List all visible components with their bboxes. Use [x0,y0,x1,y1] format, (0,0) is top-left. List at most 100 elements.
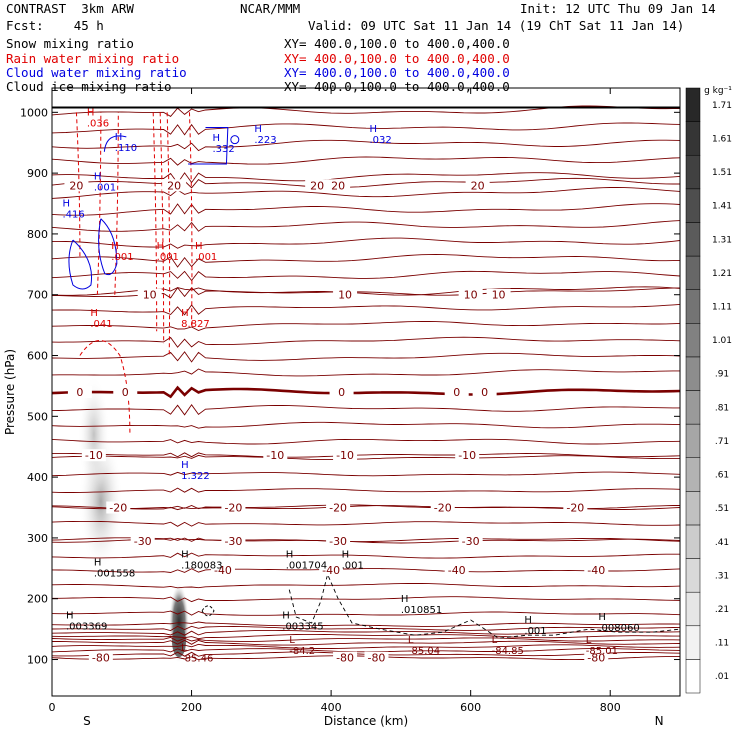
extrema-value: .008060 [598,623,639,634]
isotherm-label: -20 [109,502,127,515]
extrema-value: .003369 [66,621,107,632]
colorbar-label: .21 [715,605,729,615]
extrema-value: .180083 [181,560,222,571]
extrema-value: .036 [87,118,109,129]
isotherm-label-bg [67,386,92,398]
extrema-value: .001704 [286,560,327,571]
isotherm-line [52,203,680,216]
field-ice-xy: XY= 400.0,100.0 to 400.0,400.0 [284,79,510,94]
isotherm-label-bg [486,288,511,301]
colorbar-label: 1.41 [712,202,732,212]
extrema-value: .332 [212,144,234,155]
extrema-value: -85.04 [408,646,440,657]
extrema-value: .223 [254,135,276,146]
colorbar-label: 1.21 [712,269,732,279]
isotherm-line [52,520,680,527]
isotherm-label: 20 [310,179,324,192]
colorbar-cell [685,222,701,257]
colorbar-unit: g kg⁻¹ [704,86,732,96]
isotherm-line [52,538,680,544]
y-tick-label: 1000 [20,106,48,119]
colorbar-cell [685,591,701,627]
extrema-value: -85.01 [586,646,618,657]
rain-contour [188,112,193,326]
field-rain-name: Rain water mixing ratio [6,51,180,66]
snow-shading [77,374,189,664]
isotherm-line [52,610,680,616]
plot-frame [51,87,681,697]
extrema-marker: H [282,610,290,621]
colorbar-cell [685,356,701,391]
isotherm-line [52,270,680,282]
extrema-value: .032 [369,135,391,146]
isotherm-label: -20 [224,502,242,515]
extrema-marker: H [90,308,98,319]
isotherm-line [52,552,680,559]
isotherm-label: -30 [462,535,480,548]
isotherm-label: -10 [85,449,103,462]
cloud-ice-contour [201,605,215,617]
cloud-water-contour [68,239,93,290]
colorbar-cell [685,457,701,492]
colorbar-cell [685,121,701,156]
isotherm-label: -30 [329,535,347,548]
y-tick-label: 800 [27,228,48,241]
x-axis-label: Distance (km) [324,714,408,728]
isotherm-line [52,596,680,603]
isotherm-label: 20 [471,179,485,192]
isotherm-label-bg [333,288,358,301]
isotherm-label: 10 [464,289,478,302]
isotherm-line [52,254,680,268]
isotherm-label: -20 [329,502,347,515]
isotherm-label-bg [333,651,358,664]
isotherm-label-bg [319,564,344,577]
y-tick-label: 300 [27,532,48,545]
isotherm-line [52,368,680,377]
y-tick-label: 700 [27,289,48,302]
isotherm-label-bg [210,564,235,577]
isotherm-label-bg [162,179,187,192]
isotherm-zero [52,385,680,399]
colorbar-cell [685,524,701,559]
colorbar-label: 1.51 [712,168,732,178]
isotherm-label-bg [263,449,288,462]
isotherm-label-bg [563,501,588,514]
colorbar-cell [685,289,701,324]
isotherm-line [52,629,680,636]
x-tick-label: 600 [460,701,481,714]
colorbar-cell [685,491,701,526]
isotherm-line [52,122,680,136]
isotherm-label: -80 [367,652,385,665]
isotherm-label-bg [106,501,131,514]
cloud-water-contours [68,127,240,290]
x-tick-label: 0 [49,701,56,714]
isotherm-label: -30 [134,535,152,548]
isotherm-line [52,220,680,232]
valid-time: Valid: 09 UTC Sat 11 Jan 14 (19 ChT Sat … [308,18,685,33]
extrema-marker: H [181,460,189,471]
isotherm-label: -80 [587,652,605,665]
extrema-marker: L [492,635,498,646]
isotherm-label-bg [584,651,609,664]
isotherm-label: -10 [336,449,354,462]
extrema-marker: H [212,133,220,144]
isotherm-line [52,487,680,493]
isotherm-line [52,639,680,646]
colorbar-cell [685,558,701,593]
isotherm-line [52,452,680,458]
field-snow-name: Snow mixing ratio [6,36,134,51]
contour-labels: -80 -80 -80 -80 -40 -40 -40 -40 -30 -30 -30 -30 -20 -… [62,107,639,664]
y-tick-label: 500 [27,410,48,423]
axes: 0 200 400 600 800100200300400500600700800900… [3,87,681,728]
colorbar-label: .31 [715,571,729,581]
field-snow-xy: XY= 400.0,100.0 to 400.0,400.0 [284,36,510,51]
isotherm-label-bg [430,501,455,514]
isotherm-label: -40 [214,564,232,577]
isotherm-line [52,625,680,631]
isotherm-label-bg [455,449,480,462]
isotherm-label-bg [113,386,138,398]
rain-contour [166,112,171,356]
isotherm-line [52,421,680,429]
colorbar-label: 1.01 [712,336,732,346]
isotherm-line [52,187,680,199]
